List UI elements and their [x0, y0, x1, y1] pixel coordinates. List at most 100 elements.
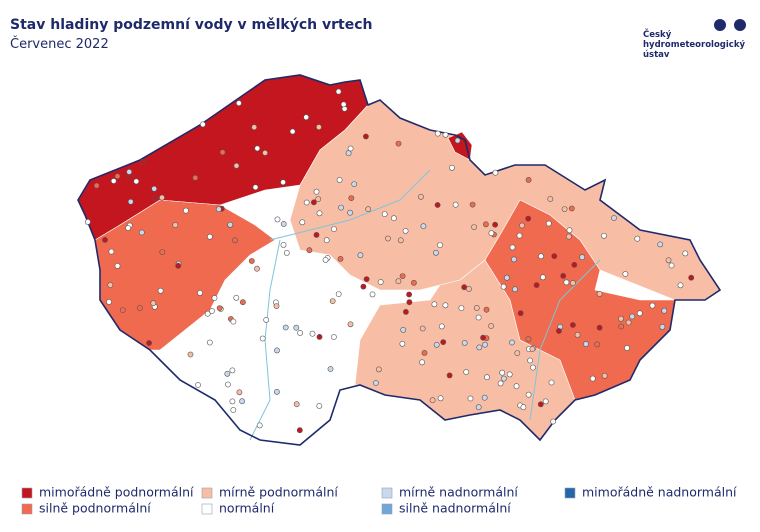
station: [230, 407, 237, 413]
legend-label: normální: [219, 501, 275, 516]
station: [331, 226, 337, 232]
station: [233, 162, 240, 169]
station: [529, 346, 536, 352]
station: [488, 230, 495, 237]
station: [175, 262, 182, 269]
station: [458, 305, 465, 311]
station: [688, 274, 695, 281]
station: [197, 289, 203, 296]
station: [336, 176, 343, 183]
legend-swatch: [381, 503, 393, 515]
station: [475, 314, 482, 321]
station: [483, 306, 490, 313]
station: [500, 375, 507, 382]
station: [417, 193, 424, 200]
logo-text: ústav: [643, 50, 670, 60]
station: [157, 287, 164, 294]
station: [583, 341, 589, 347]
station: [618, 315, 624, 322]
station: [348, 195, 355, 201]
station: [108, 248, 115, 255]
station: [480, 334, 486, 341]
station: [327, 366, 334, 372]
station: [622, 271, 629, 277]
station: [533, 282, 540, 288]
station: [299, 219, 306, 226]
station: [306, 247, 313, 254]
station: [492, 221, 498, 228]
station: [251, 124, 258, 131]
station: [561, 206, 568, 212]
station: [182, 207, 189, 214]
station: [204, 310, 211, 317]
station: [402, 227, 409, 234]
station: [571, 261, 578, 268]
station: [254, 265, 260, 272]
station: [525, 176, 532, 183]
station: [254, 145, 261, 152]
station: [548, 379, 555, 386]
station: [520, 404, 527, 411]
station: [665, 257, 672, 264]
station: [437, 395, 444, 402]
legend-label: mimořádně podnormální: [39, 485, 194, 500]
station: [596, 324, 603, 331]
station: [399, 273, 406, 279]
station: [511, 256, 517, 263]
station: [362, 133, 369, 140]
station: [274, 216, 281, 223]
station: [133, 178, 140, 185]
station: [235, 100, 242, 106]
logo: Český hydrometeorologický ústav: [643, 19, 746, 60]
station: [229, 398, 236, 405]
station: [434, 130, 441, 137]
station: [377, 279, 384, 285]
station: [127, 198, 134, 205]
station: [159, 249, 166, 255]
station: [601, 232, 607, 239]
station: [657, 241, 664, 248]
station: [172, 222, 179, 228]
station: [357, 252, 364, 259]
station: [369, 291, 376, 298]
station: [442, 131, 449, 138]
subtitle: Červenec 2022: [10, 36, 109, 52]
station: [594, 341, 601, 348]
station: [545, 220, 552, 227]
station: [114, 173, 121, 180]
station: [601, 372, 608, 379]
station: [611, 215, 617, 221]
station: [492, 169, 499, 176]
station: [293, 324, 300, 331]
station: [390, 215, 397, 222]
station: [452, 201, 459, 208]
stations: [85, 88, 695, 434]
station: [316, 210, 323, 217]
station: [125, 225, 132, 231]
station: [481, 394, 488, 401]
legend-swatch: [21, 487, 33, 499]
legend-label: mírně nadnormální: [399, 485, 518, 500]
station: [525, 215, 532, 222]
station: [463, 369, 470, 375]
station: [273, 303, 280, 309]
station: [289, 128, 296, 135]
station: [263, 316, 270, 323]
station: [661, 307, 668, 314]
station: [589, 375, 596, 382]
station: [525, 391, 532, 398]
station: [568, 205, 575, 212]
station: [296, 427, 303, 434]
station: [216, 305, 223, 311]
station: [527, 357, 533, 364]
station: [199, 121, 206, 128]
station: [315, 124, 322, 130]
station: [119, 307, 126, 313]
station: [399, 340, 406, 347]
station: [206, 339, 213, 346]
station: [283, 249, 290, 256]
station: [537, 401, 544, 408]
station: [410, 279, 417, 286]
station: [107, 282, 114, 288]
